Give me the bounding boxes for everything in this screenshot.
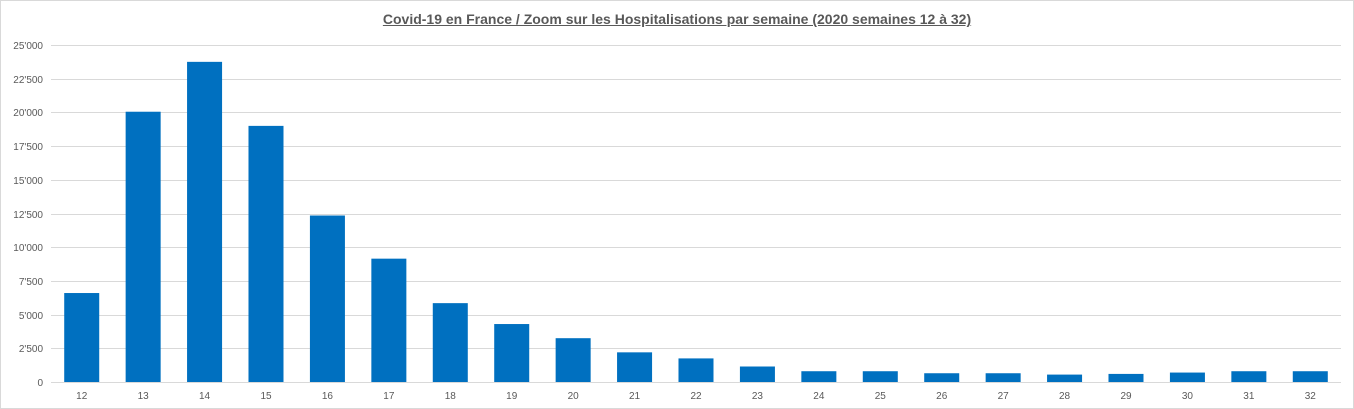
bar-week-19 [494,324,530,382]
bar-week-24 [801,371,837,382]
y-tick-label: 17'500 [13,142,43,153]
y-tick-label: 15'000 [13,176,43,187]
x-tick-label: 25 [875,391,887,402]
x-tick-label: 32 [1305,391,1317,402]
x-tick-label: 23 [752,391,764,402]
bar-week-25 [862,371,898,382]
bar-week-27 [985,373,1021,382]
x-tick-label: 17 [383,391,395,402]
bar-week-16 [309,215,345,382]
x-tick-label: 20 [568,391,580,402]
bar-week-13 [125,111,161,382]
y-tick-label: 12'500 [13,210,43,221]
x-tick-label: 26 [936,391,948,402]
gridlines [51,45,1341,349]
y-tick-label: 2'500 [19,344,44,355]
bar-week-28 [1047,374,1083,382]
y-tick-label: 10'000 [13,243,43,254]
y-tick-label: 22'500 [13,75,43,86]
bar-week-23 [739,366,775,382]
x-tick-label: 27 [998,391,1010,402]
x-tick-label: 13 [138,391,150,402]
bar-week-17 [371,258,407,382]
x-tick-label: 30 [1182,391,1194,402]
y-tick-label: 0 [37,378,43,389]
x-tick-label: 22 [690,391,702,402]
x-tick-label: 31 [1243,391,1255,402]
x-tick-label: 28 [1059,391,1071,402]
x-tick-label: 12 [76,391,88,402]
bar-week-18 [432,303,468,382]
x-tick-label: 15 [260,391,272,402]
y-tick-label: 7'500 [19,277,44,288]
bar-week-31 [1231,371,1267,382]
y-tick-label: 25'000 [13,41,43,52]
x-tick-label: 19 [506,391,518,402]
bar-week-26 [924,373,960,382]
bar-week-22 [678,358,714,382]
y-tick-label: 5'000 [19,311,44,322]
bar-week-29 [1108,373,1144,382]
x-tick-label: 29 [1120,391,1132,402]
chart-title: Covid-19 en France / Zoom sur les Hospit… [382,11,972,27]
bar-week-15 [248,125,284,382]
bar-week-12 [64,293,100,382]
x-tick-label: 16 [322,391,334,402]
x-tick-label: 18 [445,391,457,402]
x-tick-label: 21 [629,391,641,402]
y-axis-tick-labels: 0 2'500 5'000 7'500 10'000 12'500 15'000 17'500… [13,41,43,389]
bar-week-20 [555,338,591,382]
bar-week-32 [1292,371,1328,382]
y-tick-label: 20'000 [13,108,43,119]
bars [64,61,1328,382]
bar-week-30 [1169,372,1205,382]
bar-week-21 [617,352,653,382]
bar-week-14 [187,61,223,382]
x-tick-label: 24 [813,391,825,402]
x-axis-tick-labels: 12 13 14 15 16 17 18 19 20 21 22 23 24 25 26 27 28 29 30 31… [76,391,1316,402]
x-tick-label: 14 [199,391,211,402]
